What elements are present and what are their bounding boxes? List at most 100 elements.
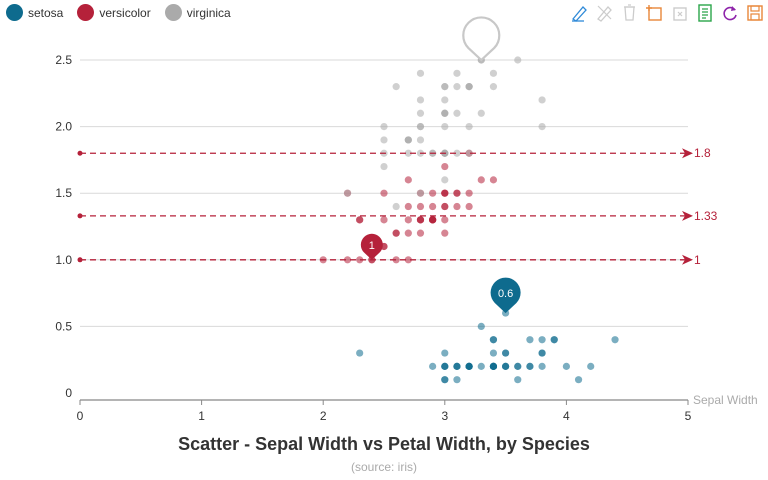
mark-line-start xyxy=(77,257,83,263)
point-setosa xyxy=(477,362,485,370)
point-versicolor xyxy=(465,202,473,211)
point-versicolor xyxy=(477,176,485,184)
point-virginica xyxy=(441,109,449,117)
point-versicolor xyxy=(453,202,461,211)
mark-line-arrow xyxy=(682,148,693,159)
y-tick-label: 1.5 xyxy=(55,186,72,200)
point-setosa xyxy=(538,349,546,357)
point-setosa xyxy=(526,362,534,370)
legend-item-virginica[interactable]: virginica xyxy=(164,4,231,21)
point-versicolor xyxy=(453,189,461,197)
point-setosa xyxy=(489,362,498,370)
mark-undo-icon[interactable] xyxy=(595,3,614,22)
point-versicolor xyxy=(429,202,437,211)
point-setosa xyxy=(356,349,364,357)
point-setosa xyxy=(453,376,461,384)
point-versicolor xyxy=(343,256,352,264)
x-tick-label: 5 xyxy=(685,409,692,423)
zoom-icon[interactable] xyxy=(645,3,664,22)
point-setosa xyxy=(441,376,449,384)
y-tick-label: 1.0 xyxy=(55,253,72,267)
mark-line-icon[interactable] xyxy=(570,3,589,22)
mark-line-start xyxy=(77,213,83,219)
x-axis-label: Sepal Width xyxy=(693,393,758,407)
point-setosa xyxy=(587,362,595,370)
legend-label: virginica xyxy=(186,5,231,20)
legend-item-versicolor[interactable]: versicolor xyxy=(77,4,151,21)
point-virginica xyxy=(416,189,425,197)
point-versicolor xyxy=(404,216,412,224)
point-setosa xyxy=(429,362,437,370)
x-tick-label: 2 xyxy=(320,409,327,423)
save-image-icon[interactable] xyxy=(745,3,764,22)
x-tick-label: 1 xyxy=(198,409,205,423)
point-versicolor xyxy=(380,189,388,197)
point-virginica xyxy=(538,123,546,131)
x-tick-label: 3 xyxy=(441,409,448,423)
point-setosa xyxy=(538,336,546,344)
point-virginica xyxy=(392,202,400,211)
mark-line-arrow xyxy=(682,254,693,265)
point-virginica xyxy=(416,123,425,131)
point-versicolor xyxy=(356,256,364,264)
legend-swatch xyxy=(77,4,95,21)
point-setosa xyxy=(489,349,498,357)
point-virginica xyxy=(416,96,425,104)
restore-icon[interactable] xyxy=(720,3,739,22)
annotation-pin xyxy=(490,277,521,314)
mark-clear-icon[interactable] xyxy=(620,3,639,22)
point-virginica xyxy=(380,123,388,131)
point-versicolor xyxy=(416,216,425,224)
point-versicolor xyxy=(441,202,449,211)
data-view-icon[interactable] xyxy=(695,3,714,22)
point-setosa xyxy=(441,362,449,370)
x-tick-label: 4 xyxy=(563,409,570,423)
chart-toolbar xyxy=(570,3,764,22)
point-virginica xyxy=(392,83,400,91)
point-virginica xyxy=(416,136,425,144)
point-virginica xyxy=(489,69,498,77)
chart-legend: setosa versicolor virginica xyxy=(6,4,231,21)
annotation-label: 0.6 xyxy=(498,288,513,300)
point-versicolor xyxy=(404,229,412,237)
y-tick-label: 0 xyxy=(65,386,72,400)
point-virginica xyxy=(453,149,461,157)
point-virginica xyxy=(453,69,461,77)
point-setosa xyxy=(489,336,498,344)
legend-swatch xyxy=(164,4,182,21)
point-versicolor xyxy=(404,256,412,264)
mark-line-start xyxy=(77,150,83,156)
point-setosa xyxy=(526,336,534,344)
point-virginica xyxy=(453,109,461,117)
mark-line-arrow xyxy=(682,210,693,221)
y-tick-label: 2.0 xyxy=(55,120,72,134)
point-virginica xyxy=(380,136,388,144)
point-virginica xyxy=(453,83,461,91)
point-versicolor xyxy=(356,216,364,224)
annotation-pin xyxy=(462,16,501,62)
point-virginica xyxy=(416,109,425,117)
point-versicolor xyxy=(392,229,400,237)
mark-line-label: 1.33 xyxy=(694,209,718,223)
point-virginica xyxy=(538,96,546,104)
point-virginica xyxy=(404,149,412,157)
zoom-reset-icon[interactable] xyxy=(670,3,689,22)
legend-label: setosa xyxy=(28,5,64,20)
annotation-label: 1 xyxy=(369,240,375,252)
point-virginica xyxy=(441,123,449,131)
y-tick-label: 0.5 xyxy=(55,319,72,333)
legend-item-setosa[interactable]: setosa xyxy=(6,4,63,21)
point-virginica xyxy=(465,83,473,91)
point-virginica xyxy=(380,162,388,171)
point-virginica xyxy=(465,149,473,157)
x-tick-label: 0 xyxy=(77,409,84,423)
point-virginica xyxy=(441,176,449,184)
point-versicolor xyxy=(404,176,412,184)
point-setosa xyxy=(465,362,473,370)
point-versicolor xyxy=(441,189,449,197)
point-versicolor xyxy=(380,216,388,224)
point-versicolor xyxy=(441,229,449,237)
point-virginica xyxy=(416,69,425,77)
point-versicolor xyxy=(429,216,437,224)
